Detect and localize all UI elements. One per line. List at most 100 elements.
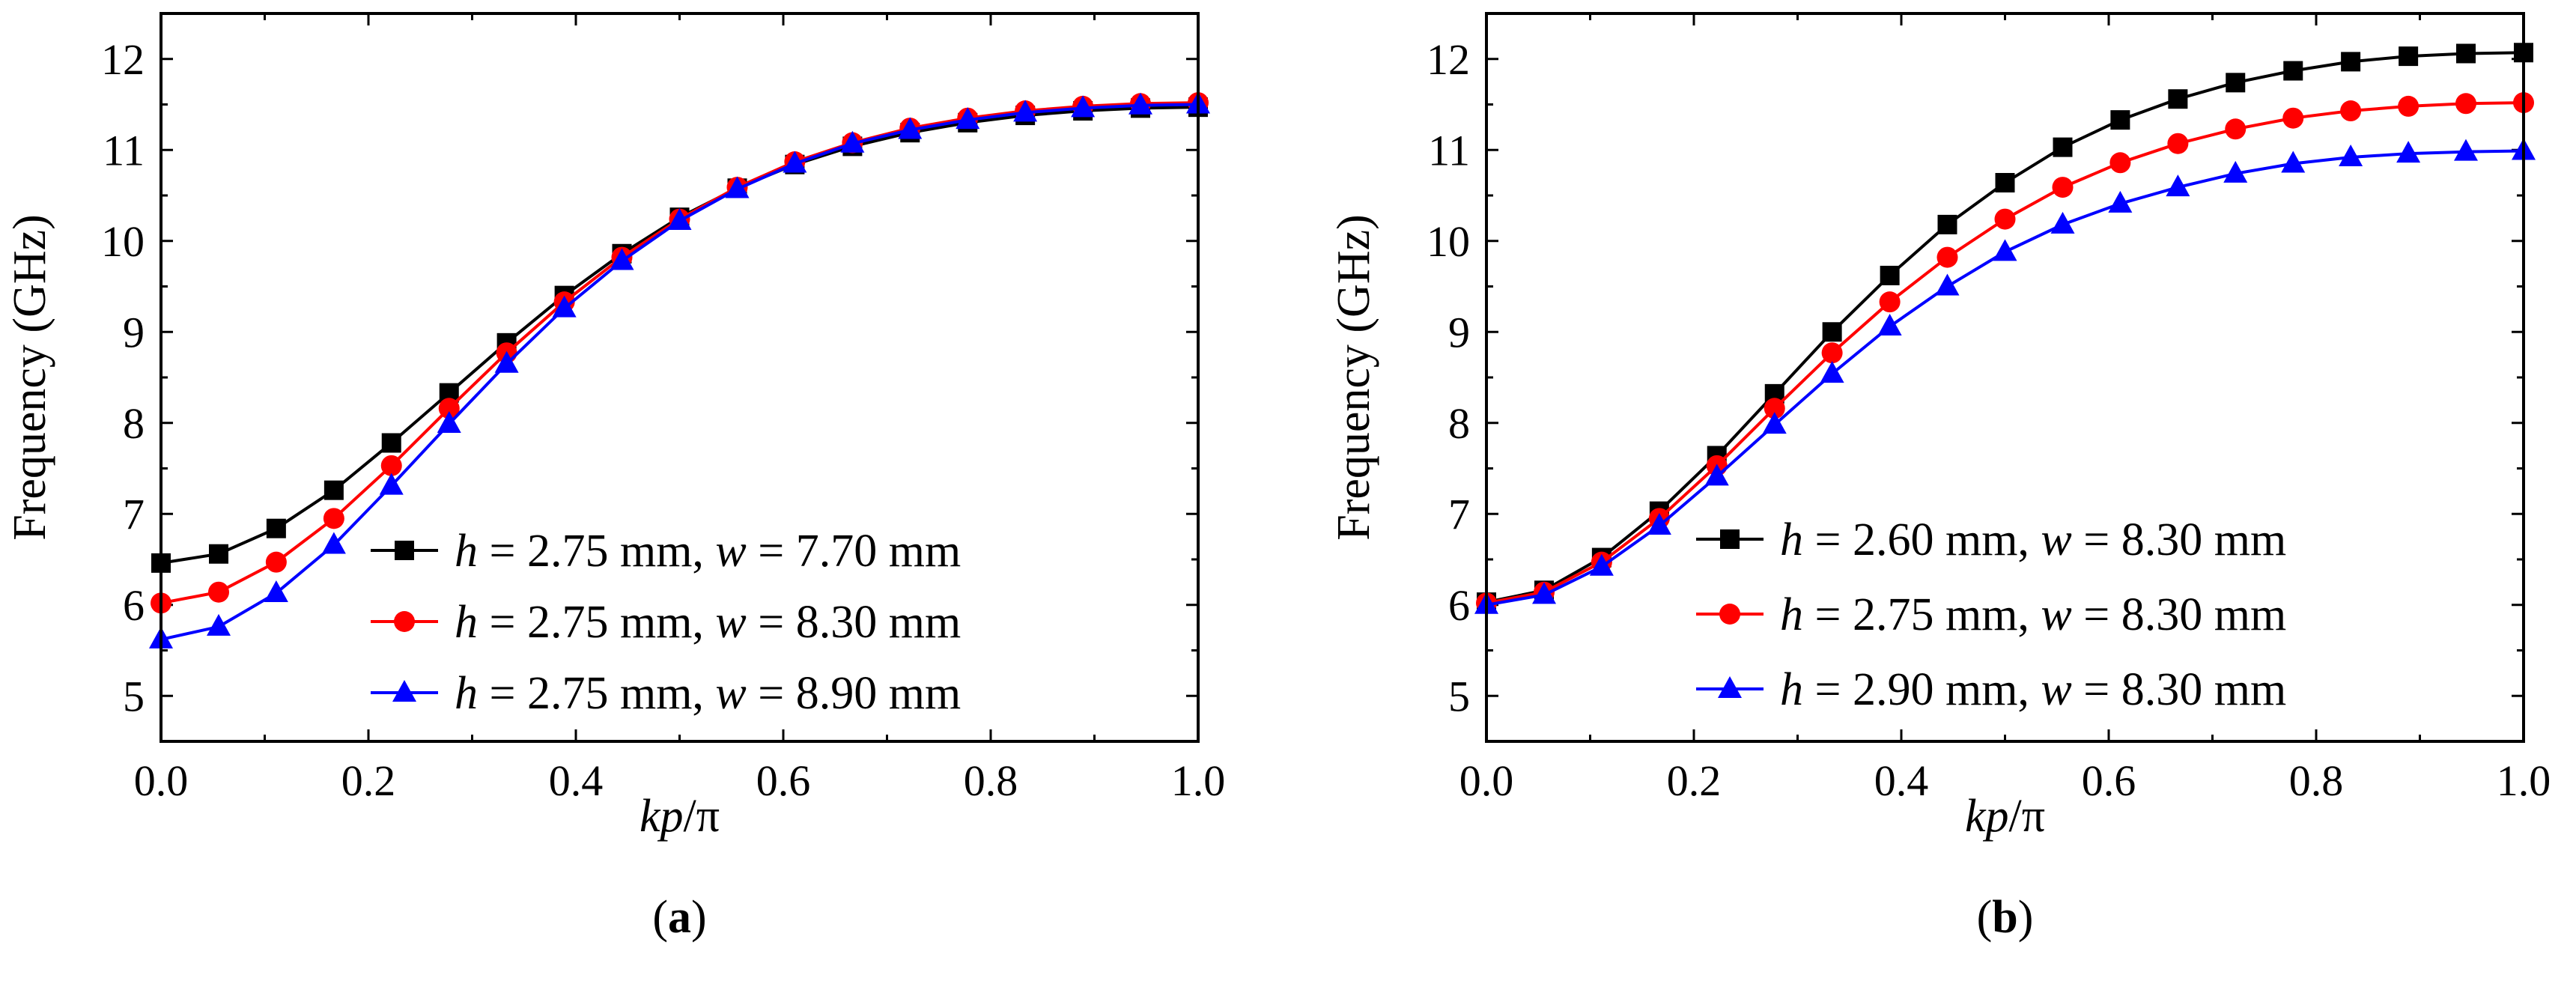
- marker-circle: [2340, 100, 2362, 122]
- marker-triangle: [1532, 582, 1557, 604]
- marker-triangle: [552, 295, 577, 318]
- marker-triangle: [840, 130, 865, 153]
- x-tick-label: 0.8: [2289, 756, 2344, 805]
- marker-square: [2283, 61, 2303, 81]
- legend-label: h = 2.75 mm, w = 8.90 mm: [455, 668, 961, 719]
- chart-panel-a: 0.0 0.2 0.4 0.6 0.8 1.0 5 6 7 8 9 10 11 12 h = 2.75 mm…: [4, 12, 1225, 943]
- y-tick-label: 11: [103, 126, 145, 174]
- marker-triangle: [610, 248, 634, 270]
- legend-label: h = 2.60 mm, w = 8.30 mm: [1780, 514, 2286, 565]
- marker-triangle: [1704, 464, 1729, 486]
- marker-triangle: [725, 176, 750, 198]
- marker-circle: [2109, 152, 2131, 174]
- y-tick-label: 8: [123, 399, 145, 448]
- x-tick-label: 1.0: [2497, 756, 2551, 805]
- y-tick-label: 12: [101, 35, 145, 84]
- marker-triangle: [2396, 141, 2421, 163]
- legend: h = 2.75 mm, w = 7.70 mm h = 2.75 mm, w =…: [371, 526, 961, 719]
- x-axis-title: kp/π: [1965, 791, 2045, 842]
- marker-square: [2053, 137, 2073, 157]
- marker-triangle: [1820, 361, 1844, 383]
- series-3: [1474, 138, 2536, 614]
- marker-circle: [1879, 291, 1901, 313]
- marker-square: [1880, 265, 1900, 285]
- marker-circle: [438, 398, 460, 419]
- marker-circle: [1764, 398, 1785, 419]
- marker-triangle: [379, 473, 404, 495]
- y-tick-label: 5: [1448, 672, 1470, 720]
- marker-circle: [1936, 246, 1958, 268]
- y-tick-label: 10: [1427, 217, 1470, 266]
- y-tick-label: 7: [123, 490, 145, 538]
- marker-triangle: [956, 107, 980, 130]
- marker-triangle: [1718, 676, 1742, 698]
- marker-square: [2110, 110, 2130, 130]
- legend-label: h = 2.75 mm, w = 8.30 mm: [1780, 589, 2286, 640]
- legend: h = 2.60 mm, w = 8.30 mm h = 2.75 mm, w =…: [1696, 514, 2286, 715]
- y-tick-label: 12: [1427, 35, 1470, 84]
- marker-triangle: [2166, 174, 2190, 197]
- y-tick-label: 9: [1448, 308, 1470, 356]
- series-1: [151, 97, 1208, 573]
- y-tick-label: 7: [1448, 490, 1470, 538]
- marker-triangle: [264, 580, 288, 602]
- marker-triangle: [1589, 553, 1614, 576]
- marker-square: [1937, 214, 1957, 234]
- marker-square: [323, 480, 344, 500]
- plot-frame: [160, 12, 1200, 743]
- x-tick-label: 0.2: [341, 756, 396, 805]
- y-tick-label: 9: [123, 308, 145, 356]
- marker-square: [381, 433, 401, 453]
- marker-circle: [265, 551, 287, 573]
- marker-triangle: [1935, 273, 1960, 296]
- marker-triangle: [2281, 151, 2306, 173]
- marker-square: [209, 544, 229, 564]
- marker-circle: [2282, 107, 2304, 129]
- legend-entry: h = 2.75 mm, w = 7.70 mm: [371, 526, 961, 577]
- plot-frame: [1485, 12, 2525, 743]
- marker-circle: [380, 455, 402, 476]
- marker-square: [266, 518, 286, 538]
- x-tick-label: 0.0: [1459, 756, 1514, 805]
- y-tick-label: 6: [123, 581, 145, 630]
- panel-label: (b): [1977, 892, 2034, 943]
- x-axis-title: kp/π: [640, 791, 720, 842]
- series-line: [160, 106, 1199, 565]
- legend-label: h = 2.75 mm, w = 8.30 mm: [455, 597, 961, 648]
- y-tick-label: 6: [1448, 581, 1470, 630]
- marker-circle: [1719, 604, 1740, 625]
- marker-triangle: [1762, 412, 1787, 434]
- marker-triangle: [783, 151, 807, 173]
- legend-label: h = 2.75 mm, w = 7.70 mm: [455, 526, 961, 577]
- marker-circle: [2455, 93, 2476, 115]
- marker-triangle: [2453, 139, 2478, 161]
- panel-label: (a): [652, 892, 706, 943]
- marker-triangle: [2108, 190, 2133, 213]
- marker-circle: [2167, 133, 2189, 154]
- marker-circle: [2052, 177, 2074, 198]
- legend-entry: h = 2.75 mm, w = 8.30 mm: [371, 597, 961, 648]
- marker-circle: [2398, 95, 2419, 117]
- y-tick-label: 5: [123, 672, 145, 720]
- marker-triangle: [321, 532, 346, 554]
- marker-triangle: [2050, 211, 2075, 234]
- marker-circle: [2225, 118, 2247, 140]
- marker-square: [2226, 73, 2246, 93]
- marker-circle: [323, 508, 344, 529]
- marker-circle: [208, 581, 230, 603]
- x-tick-label: 0.2: [1667, 756, 1722, 805]
- marker-triangle: [1071, 95, 1096, 118]
- x-tick-label: 0.8: [964, 756, 1018, 805]
- marker-triangle: [898, 117, 923, 139]
- marker-square: [1720, 529, 1740, 549]
- marker-circle: [394, 611, 415, 632]
- marker-triangle: [1013, 100, 1038, 122]
- marker-square: [2455, 43, 2476, 64]
- series-3: [149, 91, 1210, 649]
- legend-entry: h = 2.75 mm, w = 8.90 mm: [371, 668, 961, 719]
- marker-square: [2168, 89, 2188, 109]
- x-tick-label: 0.0: [134, 756, 189, 805]
- y-axis-title: Frequency (GHz): [4, 214, 55, 541]
- y-tick-label: 10: [101, 217, 145, 266]
